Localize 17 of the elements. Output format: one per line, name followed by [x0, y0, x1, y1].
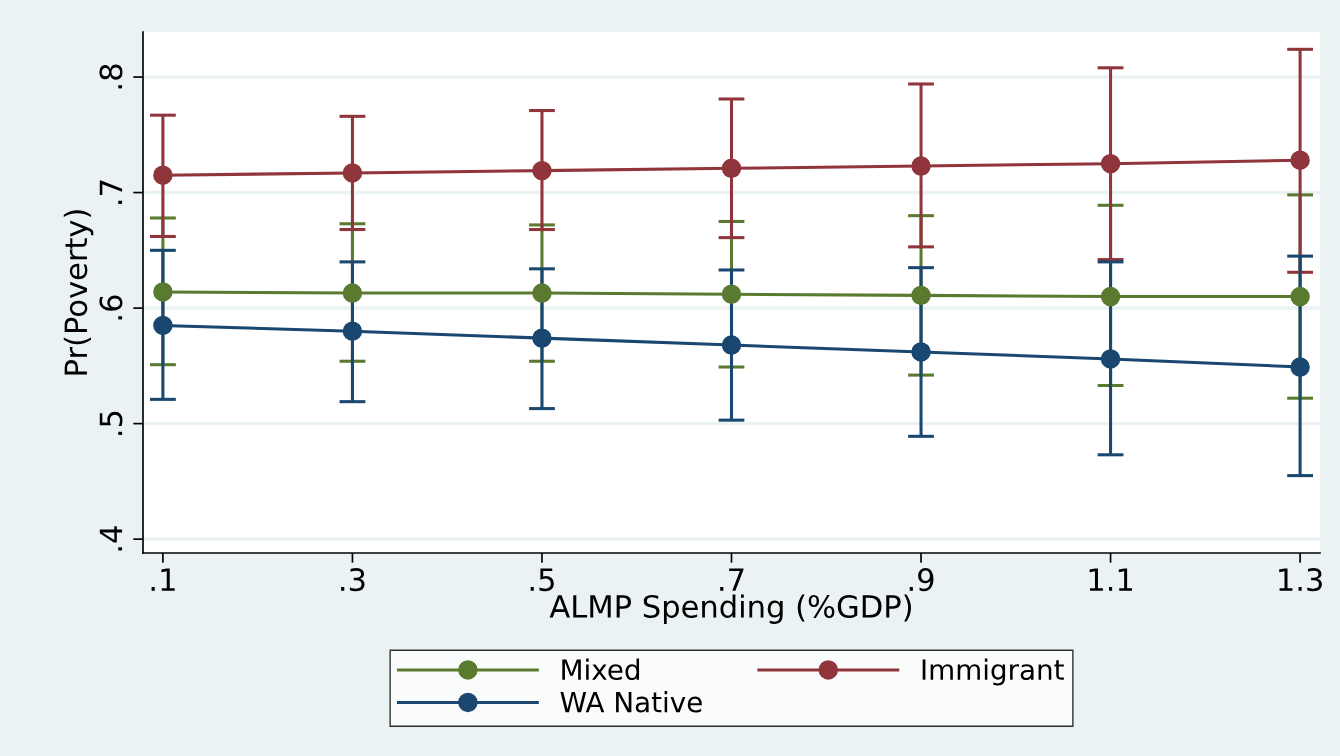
x-tick-label: .1: [151, 568, 175, 591]
y-tick-label: .7: [99, 180, 123, 204]
x-tick-label: .5: [530, 568, 554, 592]
x-tick-label: .7: [720, 568, 744, 591]
y-axis-title: Pr(Poverty): [63, 210, 94, 375]
y-tick-label: .5: [99, 411, 123, 435]
x-tick-label: 1.1: [1089, 568, 1133, 591]
x-tick-label: 1.3: [1279, 568, 1322, 592]
x-tick-label: .9: [909, 568, 934, 592]
legend-label: Mixed: [562, 658, 640, 681]
x-tick-label: .3: [341, 568, 365, 592]
legend-label: WA Native: [560, 691, 702, 713]
legend-label: Immigrant: [922, 658, 1064, 686]
y-tick-label: .6: [99, 295, 123, 320]
x-axis-title: ALMP Spending (%GDP): [549, 594, 911, 624]
y-tick-label: .4: [99, 526, 123, 551]
y-tick-label: .8: [99, 64, 123, 89]
